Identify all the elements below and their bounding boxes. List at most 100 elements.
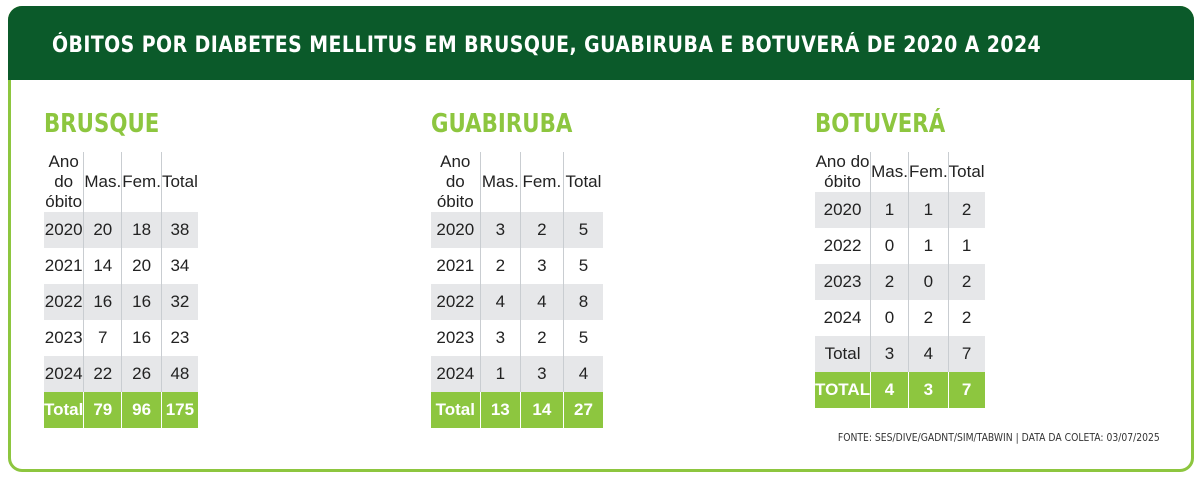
table-cell: 16: [83, 284, 122, 320]
table-cell: 2023: [815, 264, 871, 300]
table-cell: 26: [121, 356, 162, 392]
table-cell: 2022: [44, 284, 84, 320]
table-cell: 2020: [815, 192, 871, 228]
table-cell: 2021: [44, 248, 84, 284]
section-title: BOTUVERÁ: [815, 109, 946, 139]
column-header: Total: [947, 152, 985, 192]
section-title: BRUSQUE: [44, 109, 160, 139]
table-row: 2023 2 0 2: [815, 264, 985, 300]
table-cell: 2024: [431, 356, 481, 392]
table-cell: 4: [520, 284, 564, 320]
table-cell: 1: [907, 192, 949, 228]
data-table: Ano do óbito Mas. Fem. Total 2020 20 18 …: [44, 152, 198, 428]
total-cell: TOTAL: [815, 372, 871, 408]
section-guabiruba: GUABIRUBA Ano do óbito Mas. Fem. Total 2…: [431, 104, 604, 428]
table-cell: 8: [562, 284, 604, 320]
table-cell: 2: [947, 264, 985, 300]
total-cell: 14: [520, 392, 564, 428]
table-cell: 3: [520, 356, 564, 392]
table-cell: 4: [562, 356, 604, 392]
total-row: Total 79 96 175: [44, 392, 198, 428]
column-header: Ano do óbito: [431, 152, 481, 212]
total-cell: 3: [907, 372, 949, 408]
total-cell: 79: [83, 392, 122, 428]
table-cell: 20: [83, 212, 122, 248]
table-cell: 0: [870, 300, 909, 336]
section-title: GUABIRUBA: [431, 109, 573, 139]
table-cell: 7: [947, 336, 985, 372]
total-cell: Total: [44, 392, 84, 428]
table-row: Total 3 4 7: [815, 336, 985, 372]
table-cell: 2023: [431, 320, 481, 356]
table-row: 2022 16 16 32: [44, 284, 198, 320]
table-row: 2021 14 20 34: [44, 248, 198, 284]
table-cell: 16: [121, 320, 162, 356]
table-cell: 2024: [44, 356, 84, 392]
table-cell: 2024: [815, 300, 871, 336]
table-cell: 20: [121, 248, 162, 284]
table-cell: 3: [870, 336, 909, 372]
source-note: FONTE: SES/DIVE/GADNT/SIM/TABWIN | DATA …: [838, 432, 1160, 444]
column-header: Total: [160, 152, 198, 212]
table-row: 2023 7 16 23: [44, 320, 198, 356]
total-cell: 13: [479, 392, 521, 428]
table-cell: 1: [947, 228, 985, 264]
table-row: 2024 0 2 2: [815, 300, 985, 336]
table-cell: 4: [907, 336, 949, 372]
table-cell: 0: [907, 264, 949, 300]
data-table: Ano do óbito Mas. Fem. Total 2020 3 2 5 …: [431, 152, 604, 428]
table-cell: 2020: [431, 212, 481, 248]
column-header: Total: [562, 152, 604, 212]
section-botuvera: BOTUVERÁ Ano do óbito Mas. Fem. Total 20…: [815, 104, 985, 408]
table-row: 2024 1 3 4: [431, 356, 604, 392]
table-cell: 32: [160, 284, 198, 320]
table-cell: 2021: [431, 248, 481, 284]
table-cell: 2: [870, 264, 909, 300]
total-cell: 4: [870, 372, 909, 408]
table-cell: 5: [562, 212, 604, 248]
table-row: 2020 20 18 38: [44, 212, 198, 248]
table-cell: 34: [160, 248, 198, 284]
total-cell: 175: [160, 392, 198, 428]
table-cell: 0: [870, 228, 909, 264]
table-row: 2020 3 2 5: [431, 212, 604, 248]
section-brusque: BRUSQUE Ano do óbito Mas. Fem. Total 202…: [44, 104, 198, 428]
table-cell: 16: [121, 284, 162, 320]
total-row: Total 13 14 27: [431, 392, 604, 428]
table-cell: 2: [479, 248, 521, 284]
table-cell: 1: [907, 228, 949, 264]
table-cell: 2: [907, 300, 949, 336]
table-row: 2020 1 1 2: [815, 192, 985, 228]
table-cell: 7: [83, 320, 122, 356]
column-header: Fem.: [121, 152, 162, 212]
total-row: TOTAL 4 3 7: [815, 372, 985, 408]
column-header: Ano do óbito: [44, 152, 84, 212]
table-cell: 1: [870, 192, 909, 228]
table-cell: 2: [520, 320, 564, 356]
column-header: Fem.: [907, 152, 949, 192]
total-cell: 96: [121, 392, 162, 428]
total-cell: 27: [562, 392, 604, 428]
table-cell: 1: [479, 356, 521, 392]
table-header-row: Ano do óbito Mas. Fem. Total: [44, 152, 198, 212]
table-cell: 48: [160, 356, 198, 392]
table-cell: 4: [479, 284, 521, 320]
table-cell: 5: [562, 248, 604, 284]
page-title: ÓBITOS POR DIABETES MELLITUS EM BRUSQUE,…: [52, 33, 1042, 58]
total-cell: Total: [431, 392, 481, 428]
table-cell: 5: [562, 320, 604, 356]
total-cell: 7: [947, 372, 985, 408]
table-row: 2021 2 3 5: [431, 248, 604, 284]
table-cell: 18: [121, 212, 162, 248]
table-cell: 2022: [431, 284, 481, 320]
table-cell: 2022: [815, 228, 871, 264]
column-header: Mas.: [870, 152, 909, 192]
table-cell: 2: [520, 212, 564, 248]
table-cell: Total: [815, 336, 871, 372]
table-cell: 2: [947, 192, 985, 228]
table-row: 2022 0 1 1: [815, 228, 985, 264]
table-cell: 3: [520, 248, 564, 284]
header-bar: ÓBITOS POR DIABETES MELLITUS EM BRUSQUE,…: [8, 6, 1194, 80]
table-header-row: Ano do óbito Mas. Fem. Total: [431, 152, 604, 212]
column-header: Mas.: [479, 152, 521, 212]
